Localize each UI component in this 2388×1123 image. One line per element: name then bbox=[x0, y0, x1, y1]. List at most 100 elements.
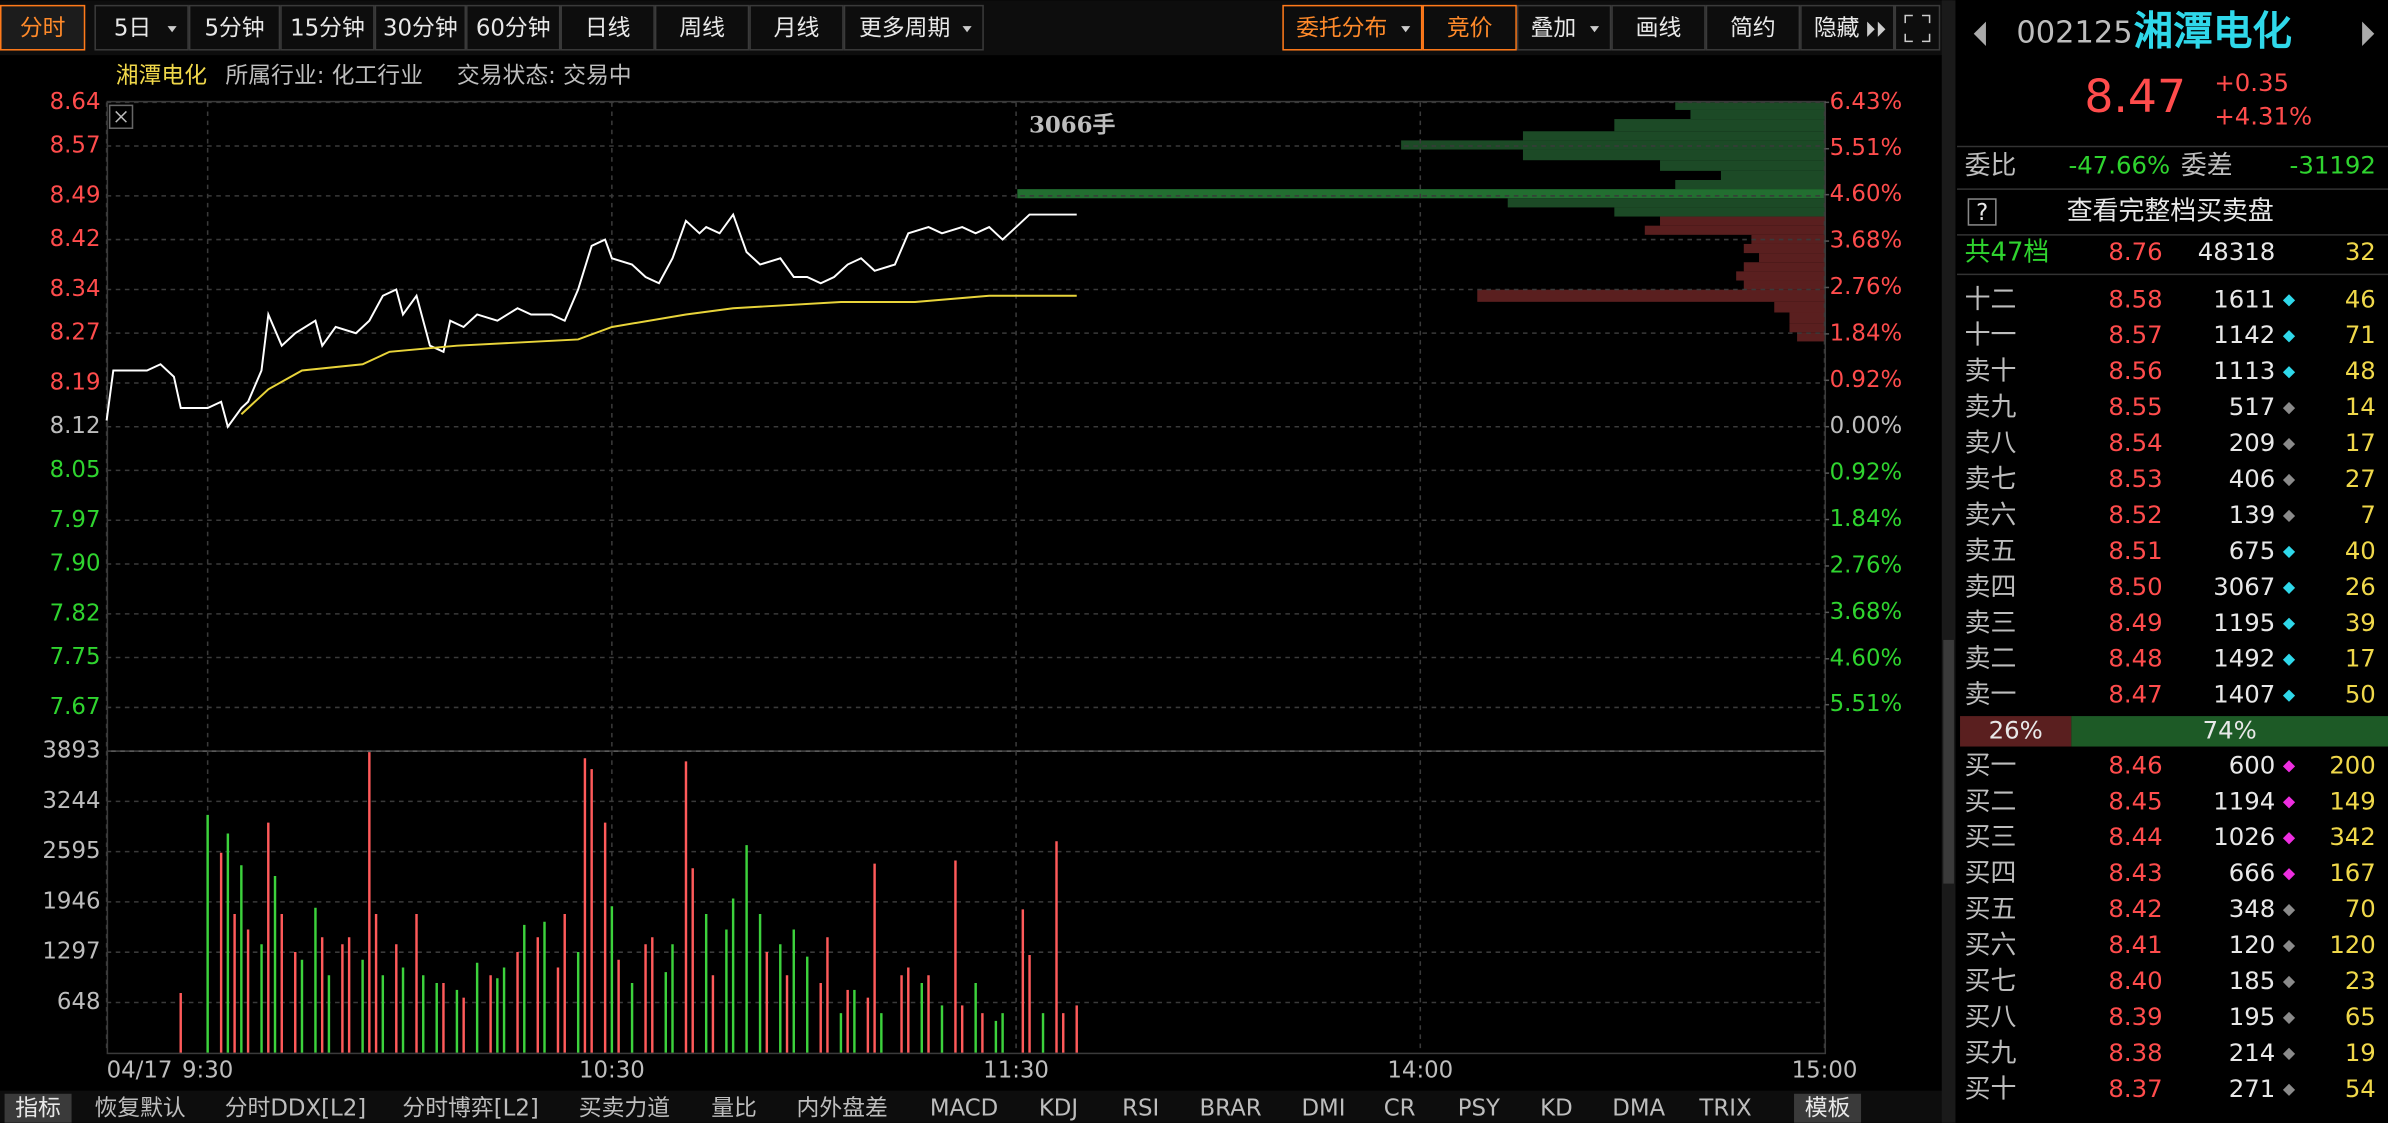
tab[interactable] bbox=[374, 4, 467, 51]
level: 买七 bbox=[1965, 966, 2017, 996]
tab[interactable] bbox=[466, 4, 561, 51]
price: 8.37 bbox=[2108, 1074, 2162, 1103]
volume: 120 bbox=[2229, 930, 2276, 959]
volume: 185 bbox=[2229, 966, 2276, 995]
prev-arrow bbox=[1973, 21, 1986, 46]
dropdown-arrow bbox=[962, 26, 972, 33]
level: 买六 bbox=[1965, 931, 2017, 961]
commit-ratio: -47.66% bbox=[2069, 150, 2171, 179]
order-count: 48 bbox=[2345, 356, 2376, 385]
tab-bg bbox=[1794, 1093, 1862, 1123]
indicator-tab[interactable]: 量比 bbox=[711, 1096, 757, 1122]
indicator-tab[interactable]: MACD bbox=[930, 1096, 998, 1122]
y2-tick-label: 4.60% bbox=[1830, 181, 1903, 207]
splitter-handle bbox=[1943, 639, 1954, 884]
y-tick-label: 8.64 bbox=[50, 89, 101, 115]
tab[interactable] bbox=[1422, 4, 1517, 51]
price: 8.44 bbox=[2108, 822, 2162, 851]
indicator-tab[interactable]: DMI bbox=[1301, 1096, 1345, 1122]
tab-label: 日线 bbox=[585, 16, 631, 42]
order-count: 7 bbox=[2360, 500, 2376, 529]
y-tick-label: 2595 bbox=[42, 838, 100, 864]
indicator-tab[interactable]: RSI bbox=[1122, 1096, 1159, 1122]
indicator-tab[interactable]: 内外盘差 bbox=[797, 1096, 888, 1122]
depth-bar bbox=[1644, 225, 1825, 235]
tab[interactable] bbox=[1705, 4, 1801, 51]
tab[interactable] bbox=[1611, 4, 1706, 51]
tab-label: 周线 bbox=[679, 16, 725, 42]
tab[interactable] bbox=[560, 4, 655, 51]
volume: 1142 bbox=[2213, 320, 2275, 349]
volume: 1026 bbox=[2213, 822, 2275, 851]
tab[interactable] bbox=[0, 4, 86, 51]
depth-bar bbox=[1690, 109, 1825, 120]
tab-label: 分时 bbox=[20, 16, 66, 42]
tab-label: 画线 bbox=[1636, 16, 1682, 42]
level: 卖六 bbox=[1965, 500, 2017, 530]
tab-label: 叠加 bbox=[1531, 16, 1577, 42]
dropdown-arrow bbox=[1401, 26, 1411, 33]
price-line bbox=[240, 294, 1077, 415]
indicator-tab[interactable]: KDJ bbox=[1039, 1096, 1078, 1122]
indicator-tab[interactable]: PSY bbox=[1458, 1096, 1500, 1122]
y2-tick-label: 5.51% bbox=[1830, 691, 1903, 717]
indicator-tab[interactable]: 指标 bbox=[15, 1096, 61, 1122]
level: 卖十 bbox=[1965, 357, 2017, 387]
indicator-tab[interactable]: KD bbox=[1540, 1096, 1573, 1122]
y-tick-label: 8.19 bbox=[50, 370, 101, 396]
volume: 348 bbox=[2229, 894, 2276, 923]
fullscreen-button[interactable] bbox=[1894, 4, 1941, 51]
price: 8.57 bbox=[2108, 320, 2162, 349]
tab-bg bbox=[4, 1093, 72, 1123]
y-tick-label: 8.57 bbox=[50, 132, 101, 158]
stock-name: 湘潭电化 bbox=[2134, 8, 2292, 54]
depth-bar bbox=[1675, 179, 1825, 190]
tab[interactable] bbox=[1282, 4, 1423, 51]
x-tick-label: 14:00 bbox=[1387, 1057, 1453, 1083]
depth-bar bbox=[1522, 131, 1825, 141]
help-box[interactable] bbox=[1967, 198, 1997, 226]
indicator-tab[interactable]: 模板 bbox=[1805, 1096, 1851, 1122]
indicator-tab[interactable]: 买卖力道 bbox=[579, 1096, 670, 1122]
volume: 517 bbox=[2229, 392, 2276, 421]
tab[interactable] bbox=[654, 4, 750, 51]
indicator-tab[interactable]: 恢复默认 bbox=[94, 1096, 185, 1122]
depth-bar bbox=[1774, 301, 1825, 313]
indicator-tab[interactable]: TRIX bbox=[1698, 1096, 1751, 1122]
y2-tick-label: 1.84% bbox=[1830, 506, 1903, 532]
indicator-tab[interactable]: CR bbox=[1384, 1096, 1416, 1122]
tab-label: 竞价 bbox=[1447, 16, 1493, 42]
order-count: 71 bbox=[2345, 320, 2376, 349]
indicator-tab[interactable]: DMA bbox=[1612, 1096, 1665, 1122]
indicator-tab[interactable]: 分时博弈[L2] bbox=[402, 1096, 538, 1122]
level: 共47档 bbox=[1965, 238, 2050, 268]
tab[interactable] bbox=[749, 4, 844, 51]
y-tick-label: 8.42 bbox=[50, 226, 101, 252]
y2-tick-label: 1.84% bbox=[1830, 320, 1903, 346]
volume: 271 bbox=[2229, 1074, 2276, 1103]
tab[interactable] bbox=[280, 4, 375, 51]
full-book-link[interactable]: 查看完整档买卖盘 bbox=[2067, 196, 2274, 226]
tab[interactable] bbox=[843, 4, 984, 51]
y2-tick-label: 6.43% bbox=[1830, 89, 1903, 115]
commit-diff: -31192 bbox=[2290, 150, 2376, 179]
depth-bar bbox=[1743, 280, 1825, 290]
order-count: 149 bbox=[2329, 786, 2376, 815]
dropdown-arrow bbox=[1589, 26, 1600, 33]
level: 买一 bbox=[1965, 751, 2017, 781]
depth-bar bbox=[1401, 140, 1825, 150]
indicator-tab[interactable]: 分时DDX[L2] bbox=[225, 1096, 367, 1122]
depth-bar bbox=[1797, 332, 1825, 342]
level: 买十 bbox=[1965, 1074, 2017, 1104]
level: 卖九 bbox=[1965, 393, 2017, 423]
order-count: 17 bbox=[2345, 644, 2376, 673]
close-box[interactable] bbox=[108, 104, 134, 129]
price-change-pct: +4.31% bbox=[2214, 102, 2312, 131]
order-count: 342 bbox=[2329, 822, 2376, 851]
tab[interactable] bbox=[188, 4, 281, 51]
depth-bar bbox=[1507, 198, 1825, 208]
level: 卖一 bbox=[1965, 680, 2017, 710]
indicator-tab[interactable]: BRAR bbox=[1200, 1096, 1262, 1122]
level: 卖五 bbox=[1965, 536, 2017, 566]
